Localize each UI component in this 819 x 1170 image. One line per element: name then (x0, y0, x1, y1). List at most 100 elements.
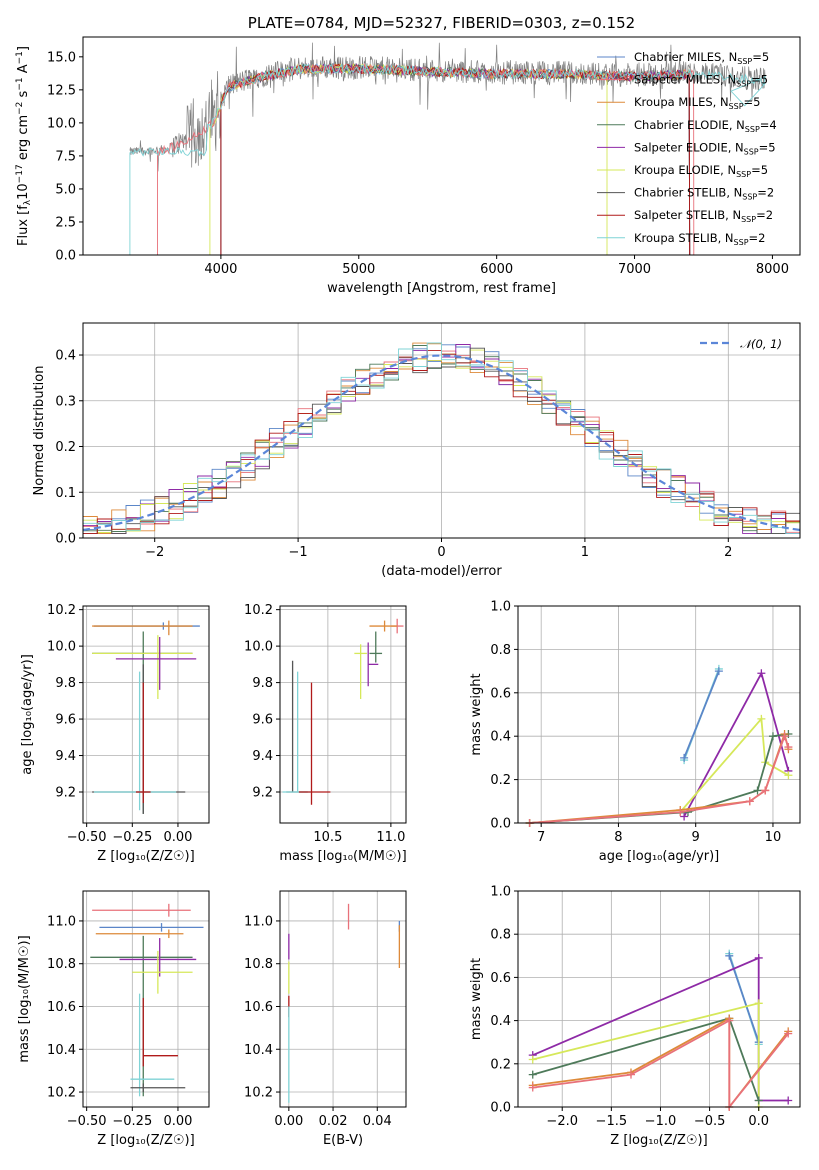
y-tick-label: 10.8 (47, 957, 76, 972)
x-tick-label: 0.04 (363, 1114, 392, 1129)
x-tick-label: 9 (692, 830, 700, 845)
figure-title: PLATE=0784, MJD=52327, FIBERID=0303, z=0… (248, 14, 635, 32)
y-tick-label: 0.6 (490, 971, 511, 986)
legend-label: Kroupa ELODIE, NSSP=5 (634, 163, 768, 179)
x-tick-label: −0.25 (112, 830, 152, 845)
y-tick-label: 10.4 (244, 1043, 273, 1058)
y-axis-label: Normed distribution (32, 366, 47, 496)
x-tick-label: 6000 (480, 262, 513, 277)
x-tick-label: 10.5 (313, 830, 342, 845)
model-spectrum-chabrier-stelib (220, 62, 691, 255)
y-tick-label: 9.8 (55, 676, 76, 691)
y-tick-label: 0.8 (490, 643, 511, 658)
data-point (784, 771, 793, 780)
x-tick-label: 0.00 (163, 1114, 192, 1129)
x-axis-label: Z [log₁₀(Z/Z☉)] (610, 1133, 707, 1148)
y-tick-label: 0.4 (55, 349, 76, 364)
y-tick-label: 9.2 (55, 786, 76, 801)
series-line-chabrier-miles (728, 955, 760, 1043)
data-point (745, 797, 754, 806)
y-tick-label: 0.1 (55, 486, 76, 501)
axes-frame (82, 605, 210, 824)
age-vs-mass-panel: 10.5 11.0 9.2 9.4 9.6 9.8 10.0 10.2 mass [log₁₀(… (244, 603, 407, 864)
data-point (754, 1096, 763, 1105)
massweight-vs-age-panel: 7 8 9 10 0.0 0.2 0.4 0.6 0.8 1.0 age [log₁₀(age/yr… (469, 600, 801, 864)
y-tick-label: 10.0 (47, 640, 76, 655)
x-tick-label: −1.0 (645, 1114, 677, 1129)
x-tick-label: 7000 (618, 262, 651, 277)
data-point (676, 808, 685, 817)
legend-label: Salpeter ELODIE, NSSP=5 (634, 140, 776, 156)
data-point (757, 714, 766, 723)
y-axis-label: age [log₁₀(age/yr)] (20, 654, 35, 775)
x-tick-label: 8 (614, 830, 622, 845)
legend-label: Salpeter MILES, NSSP=5 (634, 73, 768, 89)
y-tick-label: 10.4 (47, 1043, 76, 1058)
series-line-chabrier-miles (683, 670, 720, 759)
y-tick-label: 0.4 (490, 1014, 511, 1029)
model-spectrum-salpeter-stelib (220, 63, 691, 255)
y-tick-label: 10.2 (47, 603, 76, 618)
series-line-kroupa-elodie (529, 716, 789, 824)
x-tick-label: −1 (289, 545, 308, 560)
x-tick-label: −2 (145, 545, 164, 560)
y-tick-label: 11.0 (47, 914, 76, 929)
x-tick-label: 1 (581, 545, 589, 560)
axes-frame (279, 890, 407, 1108)
y-tick-label: 10.6 (244, 1000, 273, 1015)
y-tick-label: 0.3 (55, 394, 76, 409)
y-tick-label: 0.2 (55, 440, 76, 455)
x-tick-label: 4000 (204, 262, 237, 277)
y-tick-label: 1.0 (490, 600, 511, 615)
histogram-kroupa-stelib (83, 342, 800, 534)
x-tick-label: 10 (765, 830, 782, 845)
histogram-plot-area (83, 342, 800, 534)
legend-label: Chabrier MILES, NSSP=5 (634, 50, 769, 66)
mass-vs-Z-panel: −0.50 −0.25 0.00 10.2 10.4 10.6 10.8 11.0 Z [log… (17, 890, 210, 1148)
y-axis-label: Flux [fλ10−17 erg cm−2 s−1 A−1] (15, 46, 33, 246)
y-tick-label: 9.4 (252, 749, 273, 764)
y-tick-label: 11.0 (244, 914, 273, 929)
x-tick-label: 2 (724, 545, 732, 560)
model-spectrum-kroupa-stelib (129, 63, 766, 255)
x-tick-label: 0.0 (748, 1114, 769, 1129)
series-line-kroupa-miles (529, 730, 790, 824)
x-tick-label: −0.50 (67, 1114, 107, 1129)
y-tick-label: 2.5 (55, 215, 76, 230)
massweight-vs-Z-panel: −2.0 −1.5 −1.0 −0.5 0.0 0.0 0.2 0.4 0.6 0.8 1.0 Z [… (469, 885, 801, 1148)
model-spectrum-chabrier-elodie (220, 63, 691, 255)
y-tick-label: 10.0 (244, 640, 273, 655)
legend-label: Chabrier ELODIE, NSSP=4 (634, 118, 777, 134)
mass-vs-ebv-panel: 0.00 0.02 0.04 10.2 10.4 10.6 10.8 11.0 E(B-V) (244, 890, 407, 1148)
axes-frame (279, 605, 407, 824)
data-point (725, 1016, 734, 1025)
model-spectrum-salpeter-elodie (220, 62, 691, 255)
y-axis-label: mass weight (469, 673, 484, 755)
data-point (761, 786, 770, 795)
y-tick-label: 9.6 (55, 713, 76, 728)
legend-label: 𝒩(0, 1) (740, 337, 782, 351)
y-tick-label: 9.8 (252, 676, 273, 691)
y-tick-label: 0.2 (490, 773, 511, 788)
y-tick-label: 10.8 (244, 957, 273, 972)
y-tick-label: 0.0 (490, 1101, 511, 1116)
x-tick-label: 0 (437, 545, 445, 560)
x-axis-label: Z [log₁₀(Z/Z☉)] (97, 1133, 194, 1148)
data-point (528, 1070, 537, 1079)
model-spectrum-kroupa-elodie (209, 63, 608, 255)
y-tick-label: 10.2 (244, 603, 273, 618)
legend-label: Kroupa STELIB, NSSP=2 (634, 231, 765, 247)
y-axis-label: mass weight (469, 958, 484, 1040)
x-axis-label: Z [log₁₀(Z/Z☉)] (97, 849, 194, 864)
data-point (626, 1070, 635, 1079)
data-point (528, 1083, 537, 1092)
y-tick-label: 0.0 (490, 817, 511, 832)
data-point (780, 732, 789, 741)
y-tick-label: 1.0 (490, 885, 511, 900)
legend-label: Chabrier STELIB, NSSP=2 (634, 186, 774, 202)
x-tick-label: 0.00 (274, 1114, 303, 1129)
legend-label: Salpeter STELIB, NSSP=2 (634, 208, 773, 224)
histogram-panel: −2 −1 0 1 2 0.0 0.1 0.2 0.3 0.4 (data-model)/error… (32, 322, 801, 579)
x-tick-label: 0.00 (163, 830, 192, 845)
x-tick-label: 7 (537, 830, 545, 845)
